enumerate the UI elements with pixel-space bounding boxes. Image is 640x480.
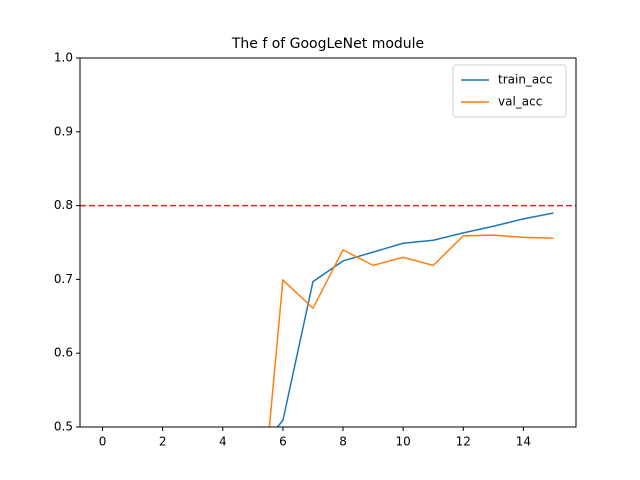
axes-frame (79, 57, 577, 428)
legend-box (452, 64, 567, 118)
y-tick-label: 0.5 (54, 420, 73, 434)
series-line (268, 234, 554, 427)
x-tick-label: 4 (219, 435, 227, 449)
legend-label: val_acc (498, 95, 542, 109)
y-tick-label: 0.6 (54, 346, 73, 360)
y-tick-label: 0.8 (54, 198, 73, 212)
chart-title: The f of GoogLeNet module (231, 36, 424, 52)
y-tick-label: 0.7 (54, 272, 73, 286)
x-tick-label: 8 (339, 435, 347, 449)
x-tick-label: 0 (99, 435, 107, 449)
x-tick-label: 12 (456, 435, 471, 449)
series-line (276, 212, 554, 427)
x-tick-label: 2 (159, 435, 167, 449)
plot-area (80, 204, 576, 427)
legend-label: train_acc (498, 73, 552, 87)
y-tick-label: 0.9 (54, 124, 73, 138)
x-tick-label: 6 (279, 435, 287, 449)
x-tick-label: 14 (516, 435, 531, 449)
x-tick-label: 10 (396, 435, 411, 449)
y-tick-label: 1.0 (54, 51, 73, 65)
